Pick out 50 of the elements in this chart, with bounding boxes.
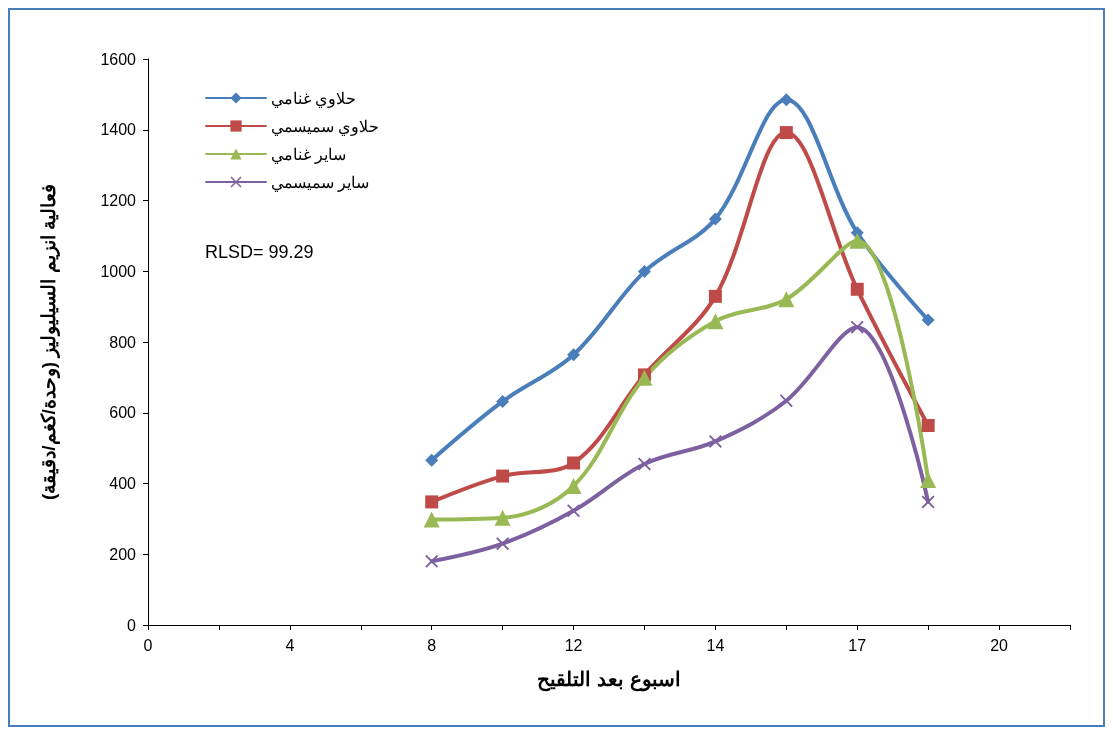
x-tick-label: 4 <box>285 636 295 654</box>
point <box>779 93 793 107</box>
point <box>636 369 653 386</box>
legend-label: حلاوي غنامي <box>271 89 357 108</box>
y-tick-label: 200 <box>109 545 137 563</box>
y-tick-label: 1600 <box>100 50 137 68</box>
y-tick-label: 1400 <box>100 121 137 139</box>
point <box>567 456 581 470</box>
point <box>496 537 510 551</box>
legend-label: حلاوي سميسمي <box>271 117 380 136</box>
point <box>850 320 864 334</box>
point <box>921 313 935 327</box>
y-tick-label: 1200 <box>100 192 137 209</box>
point <box>425 453 439 467</box>
x-axis-title: اسبوع بعد التلقيح <box>537 668 681 692</box>
y-tick-label: 600 <box>109 404 137 422</box>
annotation: RLSD= 99.29 <box>205 242 314 262</box>
y-tick-label: 1000 <box>100 262 137 280</box>
x-tick-label: 17 <box>848 636 867 654</box>
point <box>708 434 722 448</box>
point <box>779 126 793 140</box>
y-tick-label: 0 <box>127 616 137 634</box>
point <box>425 495 439 509</box>
y-axis-title: فعالية انزيم السيليوليز (وحدة/كغم/دقيقة) <box>38 183 60 501</box>
y-tick-label: 400 <box>109 475 137 492</box>
point <box>637 265 651 279</box>
point <box>496 394 510 408</box>
x-tick-label: 12 <box>564 636 583 654</box>
y-tick-label: 800 <box>109 333 137 351</box>
point <box>423 511 440 528</box>
point <box>425 554 439 568</box>
point <box>779 394 793 408</box>
point <box>708 212 722 226</box>
x-tick-label: 8 <box>427 636 437 654</box>
point <box>849 232 866 249</box>
point <box>496 469 510 483</box>
x-tick-label: 20 <box>990 636 1009 654</box>
legend-label: ساير سميسمي <box>271 173 370 192</box>
x-tick-label: 14 <box>706 636 725 654</box>
x-tick-label: 0 <box>143 636 153 654</box>
point <box>921 495 935 509</box>
point <box>567 504 581 518</box>
legend-label: ساير غنامي <box>271 145 347 164</box>
point <box>707 313 724 330</box>
point <box>921 418 935 432</box>
point <box>708 289 722 303</box>
point <box>778 291 795 308</box>
point <box>850 282 864 296</box>
point <box>567 348 581 362</box>
point <box>494 509 511 526</box>
